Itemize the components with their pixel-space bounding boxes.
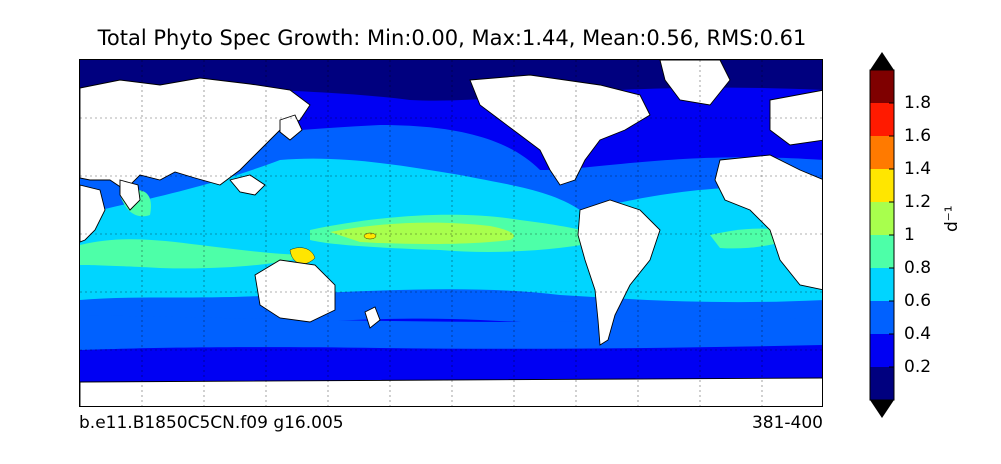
- land-greenland: [659, 60, 731, 106]
- land-new-zealand: [364, 306, 381, 329]
- map-gridlines: [80, 60, 822, 406]
- colorbar-extend-min: [870, 400, 894, 418]
- case-name-label: b.e11.B1850C5CN.f09 g16.005: [79, 413, 344, 433]
- land-india: [119, 179, 141, 211]
- map-svg: [80, 60, 822, 406]
- land-antarctica: [80, 377, 822, 406]
- land-africa-east: [80, 184, 106, 243]
- ocean-band-0-4-south: [80, 315, 822, 350]
- colorbar-tick-label: 1.6: [904, 126, 932, 146]
- colorbar-tick-label: 1.8: [904, 93, 932, 113]
- ocean-band-1-2-pacific: [363, 232, 377, 240]
- plot-title: Total Phyto Spec Growth: Min:0.00, Max:1…: [97, 26, 807, 50]
- colorbar-swatch: [870, 70, 894, 103]
- land-north-america: [469, 74, 651, 186]
- land-asia: [80, 77, 311, 191]
- colorbar-tick-label: 1.2: [904, 192, 932, 212]
- map-panel: [79, 59, 823, 407]
- colorbar-extend-max: [870, 52, 894, 70]
- ocean-band-0-8-indian: [80, 239, 310, 269]
- colorbar-swatch: [870, 268, 894, 301]
- colorbar-swatch: [870, 103, 894, 136]
- colorbar-swatch: [870, 334, 894, 367]
- ocean-band-0-2-south: [80, 350, 822, 383]
- land-australia: [254, 259, 336, 323]
- colorbar-tick-label: 0.6: [904, 291, 932, 311]
- land-europe: [769, 89, 822, 146]
- ocean-band-1-0-pacific: [330, 222, 514, 245]
- colorbar-svg: [869, 52, 895, 418]
- colorbar-tick-label: 0.8: [904, 258, 932, 278]
- land-japan: [279, 114, 303, 141]
- ocean-band-1-2-maritime: [289, 247, 316, 265]
- colorbar-unit-label: d⁻¹: [942, 205, 962, 232]
- year-range-label: 381-400: [751, 413, 823, 433]
- colorbar-swatch: [870, 202, 894, 235]
- colorbar-tick-label: 0.4: [904, 324, 932, 344]
- land-africa: [714, 154, 822, 291]
- land-masses: [80, 60, 822, 406]
- colorbar-swatch: [870, 367, 894, 400]
- colorbar-tick-label: 1.4: [904, 159, 932, 179]
- colorbar-swatch: [870, 169, 894, 202]
- colorbar-swatch: [870, 235, 894, 268]
- colorbar: 0.2 0.4 0.6 0.8 1 1.2 1.4 1.6 1.8: [860, 50, 980, 420]
- land-south-america: [577, 199, 661, 346]
- colorbar-swatch: [870, 136, 894, 169]
- colorbar-swatch: [870, 301, 894, 334]
- colorbar-tick-label: 0.2: [904, 357, 932, 377]
- colorbar-tick-label: 1: [904, 225, 915, 245]
